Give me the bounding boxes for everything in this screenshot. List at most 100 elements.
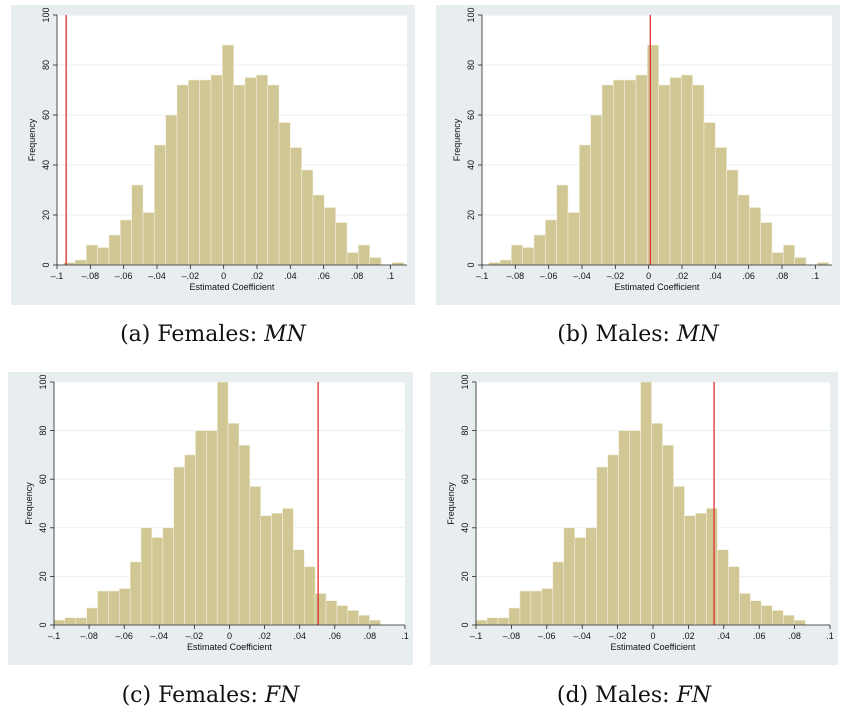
histogram-bar	[369, 257, 382, 266]
x-tick-label: 0	[650, 631, 655, 641]
x-tick-label: –.08	[503, 631, 521, 641]
y-tick-label: 60	[38, 474, 48, 484]
x-tick-label: .02	[682, 631, 695, 641]
x-tick-label: 0	[221, 271, 226, 281]
histogram-bar	[579, 144, 591, 266]
histogram-svg: 0 20 40 60 80 100 –.1 –.08 –.06 –.04 –.02 0 .02 .04 .0…	[11, 5, 415, 305]
histogram-bar	[199, 79, 212, 266]
histogram-bar	[794, 257, 807, 266]
histogram-bar	[681, 74, 693, 266]
histogram-bar	[118, 588, 131, 626]
x-tick-label: –.1	[48, 631, 61, 641]
histogram-bar	[726, 169, 739, 266]
histogram-bar	[120, 219, 132, 266]
caption-prefix: (d) Males:	[556, 683, 677, 708]
x-tick-label: .04	[709, 271, 722, 281]
y-tick-label: 80	[41, 60, 51, 70]
caption-variable: FN	[676, 683, 712, 708]
histogram-svg: 0 20 40 60 80 100 –.1 –.08 –.06 –.04 –.02 0 .02 .04 .0…	[436, 5, 840, 305]
y-tick-label: 100	[466, 7, 476, 22]
x-tick-label: .06	[317, 271, 330, 281]
histogram-bar	[86, 244, 98, 266]
histogram-bar	[533, 234, 546, 266]
histogram-bar	[684, 515, 696, 626]
histogram-bar	[596, 466, 608, 626]
histogram-males-mn: 0 20 40 60 80 100 –.1 –.08 –.06 –.04 –.02 0 .02 .04 .0…	[436, 5, 840, 305]
histogram-bar	[552, 561, 565, 626]
histogram-bar	[278, 122, 291, 266]
y-tick-label: 60	[466, 110, 476, 120]
histogram-bar	[293, 549, 305, 626]
histogram-bar	[216, 381, 229, 626]
histogram-bar	[108, 234, 121, 266]
histogram-bar	[647, 44, 659, 266]
x-tick-label: .06	[742, 271, 755, 281]
y-axis-title: Frequency	[24, 482, 34, 525]
histogram-bar	[635, 74, 648, 266]
histogram-bar	[556, 184, 569, 266]
histogram-bar	[728, 566, 740, 626]
caption-variable: FN	[264, 683, 300, 708]
x-tick-label: .04	[284, 271, 297, 281]
y-tick-label: 100	[38, 374, 48, 389]
histogram-bar	[206, 430, 218, 626]
histogram-bar	[703, 122, 716, 266]
y-axis-title: Frequency	[446, 482, 456, 525]
caption-prefix: (c) Females:	[121, 683, 265, 708]
histogram-bar	[607, 454, 619, 626]
x-tick-label: –.04	[151, 631, 169, 641]
x-tick-label: .08	[788, 631, 801, 641]
histogram-bar	[530, 590, 543, 626]
histogram-bar	[369, 619, 381, 626]
x-tick-label: 0	[646, 271, 651, 281]
histogram-bar	[324, 207, 336, 266]
x-tick-label: –.1	[470, 631, 483, 641]
histogram-bar	[782, 614, 795, 626]
histogram-bar	[74, 259, 87, 266]
x-axis-title: Estimated Coefficient	[187, 642, 272, 652]
x-tick-label: .02	[676, 271, 689, 281]
histogram-bar	[301, 169, 314, 266]
y-tick-label: 0	[460, 622, 470, 627]
x-tick-label: –.08	[80, 631, 98, 641]
x-tick-label: –.06	[540, 271, 558, 281]
y-tick-label: 100	[460, 374, 470, 389]
histogram-bar	[519, 590, 532, 626]
histogram-bar	[154, 144, 166, 266]
histogram-bar	[567, 212, 580, 266]
histogram-bar	[140, 527, 153, 626]
histogram-bar	[618, 430, 630, 626]
x-tick-label: .1	[401, 631, 409, 641]
y-axis-title: Frequency	[452, 118, 462, 161]
x-tick-label: –.1	[51, 271, 64, 281]
y-tick-label: 80	[38, 426, 48, 436]
y-tick-label: 80	[460, 426, 470, 436]
x-axis-title: Estimated Coefficient	[611, 642, 696, 652]
y-tick-label: 20	[41, 210, 51, 220]
histogram-svg: 0 20 40 60 80 100 –.1 –.08 –.06 –.04 –.02 0 .02 .04 .0…	[8, 372, 413, 665]
histogram-bar	[651, 423, 663, 626]
histogram-bar	[256, 74, 268, 266]
caption-males-mn: (b) Males: MN	[436, 322, 840, 347]
histogram-bar	[486, 617, 499, 626]
histogram-bar	[760, 222, 773, 266]
x-axis-title: Estimated Coefficient	[190, 282, 275, 292]
x-tick-label: .1	[387, 271, 395, 281]
histogram-bar	[64, 617, 77, 626]
caption-prefix: (a) Females:	[120, 322, 265, 347]
x-tick-label: .1	[812, 271, 820, 281]
histogram-bar	[53, 619, 66, 626]
histogram-bar	[563, 527, 576, 626]
histogram-bar	[227, 423, 240, 626]
x-tick-label: .02	[258, 631, 271, 641]
y-tick-label: 40	[38, 523, 48, 533]
x-tick-label: .02	[251, 271, 264, 281]
histogram-bar	[715, 147, 727, 266]
x-tick-label: –.02	[607, 271, 625, 281]
histogram-bar	[173, 466, 185, 626]
caption-variable: MN	[676, 322, 719, 347]
histogram-bar	[673, 486, 685, 626]
x-tick-label: –.06	[115, 271, 133, 281]
histogram-females-mn: 0 20 40 60 80 100 –.1 –.08 –.06 –.04 –.02 0 .02 .04 .0…	[11, 5, 415, 305]
histogram-bar	[717, 549, 729, 626]
